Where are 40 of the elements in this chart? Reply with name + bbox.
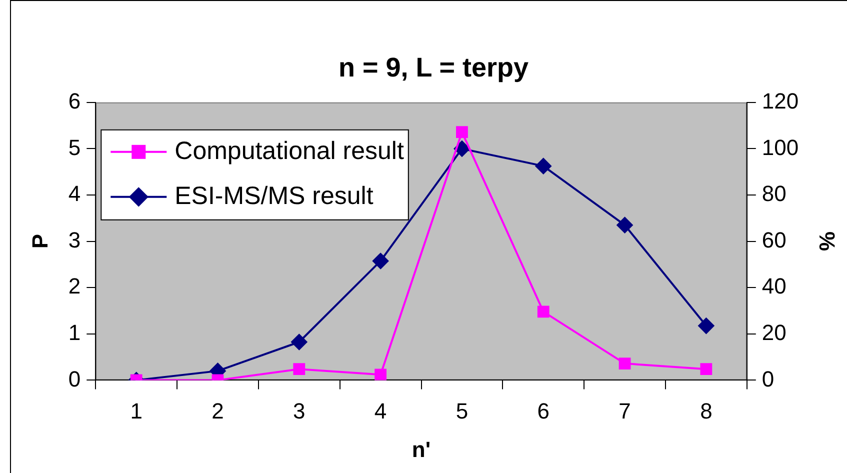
y2-tick-label: 40 [762, 274, 786, 299]
point [456, 126, 468, 138]
y2-tick-label: 60 [762, 227, 786, 252]
y2-tick-label: 100 [762, 134, 799, 160]
x-tick-label: 2 [212, 398, 224, 424]
point [293, 363, 306, 376]
x-axis-title: n' [412, 436, 431, 462]
point [372, 252, 389, 269]
point [374, 368, 387, 380]
point [454, 140, 470, 157]
point [616, 217, 633, 234]
x-tick-label: 5 [456, 398, 468, 424]
y-tick-label: 3 [68, 227, 81, 252]
x-tick-label: 8 [700, 398, 712, 424]
y2-tick-label: 120 [762, 88, 799, 114]
y-tick-label: 2 [68, 274, 81, 299]
point [537, 306, 550, 318]
y-tick-label: 4 [68, 181, 81, 206]
point [291, 334, 308, 350]
y-tick-label: 6 [68, 88, 81, 114]
y-tick-label: 0 [68, 366, 81, 392]
x-tick-label: 1 [130, 398, 142, 424]
chart-title: n = 9, L = terpy [338, 52, 529, 83]
legend-label: Computational result [174, 136, 404, 165]
legend-label: ESI-MS/MS result [174, 182, 374, 210]
y2-axis-title: % [814, 232, 840, 252]
point [698, 318, 714, 334]
x-tick-label: 7 [618, 398, 631, 424]
y2-tick-label: 80 [762, 181, 786, 206]
y-tick-label: 5 [68, 134, 81, 160]
x-tick-label: 6 [537, 398, 550, 424]
y2-tick-label: 20 [762, 320, 786, 345]
x-tick-label: 3 [293, 398, 306, 424]
point [535, 158, 552, 174]
y-tick-label: 1 [68, 320, 81, 345]
y2-tick-label: 0 [762, 366, 774, 392]
y-axis-title: P [27, 234, 52, 249]
point [618, 358, 631, 370]
point [700, 363, 712, 376]
x-tick-label: 4 [374, 398, 387, 424]
